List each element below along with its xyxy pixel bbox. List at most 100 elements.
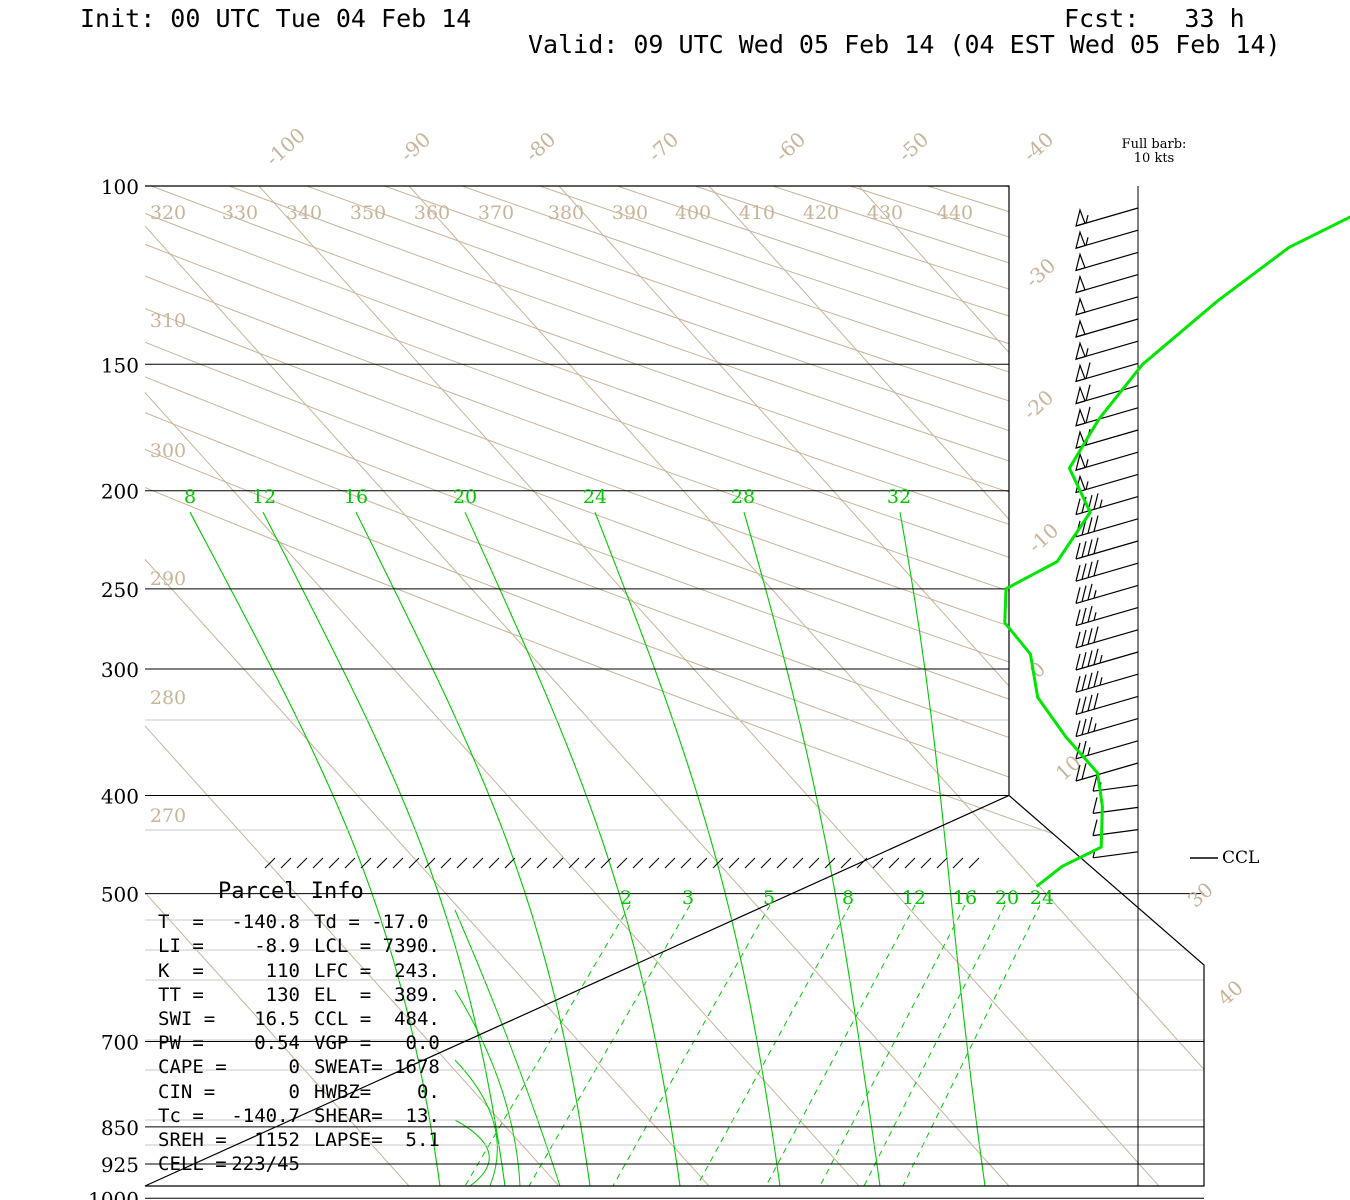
isotherm [258, 186, 1190, 1186]
parcel-row: SREH = 1152 LAPSE= 5.1 [158, 1128, 458, 1152]
barb-shaft [1075, 740, 1139, 760]
hatch-mark [328, 857, 340, 869]
pressure-label: 850 [101, 1116, 139, 1140]
dry-adiabat-label: 320 [150, 202, 186, 224]
isotherm-label: -30 [1020, 253, 1060, 292]
barb-full [1075, 565, 1081, 582]
barb-full [1092, 775, 1098, 792]
barb-full [1093, 537, 1099, 554]
barb-shaft [1075, 607, 1139, 627]
barb-legend: Full barb: 10 kts [1098, 138, 1210, 166]
mixing-ratio-label: 20 [995, 887, 1019, 909]
parcel-key: SREH = [158, 1129, 227, 1152]
barb-half [1099, 677, 1103, 686]
barb-full [1081, 696, 1087, 713]
moist-adiabat-label: 8 [184, 486, 196, 508]
moist-adiabat [454, 909, 561, 1186]
parcel-value2 [394, 934, 456, 958]
barb-pennant [1075, 230, 1086, 250]
hatch-mark [872, 857, 884, 869]
wind-barb [1075, 451, 1139, 472]
wind-barb [1075, 362, 1139, 383]
barb-half [1099, 499, 1103, 508]
parcel-value2 [394, 1055, 456, 1079]
parcel-value2 [394, 1080, 456, 1104]
barb-full [1092, 819, 1098, 836]
barb-full [1087, 628, 1093, 645]
parcel-key2: SWEAT= 1678 [314, 1056, 440, 1079]
parcel-row: K = 110 LFC = 243. [158, 959, 458, 983]
barb-full [1085, 406, 1091, 424]
hatch-mark [392, 857, 404, 869]
dry-adiabat-label: 280 [150, 687, 186, 709]
wind-barb [1075, 583, 1139, 604]
hatch-mark [360, 857, 372, 869]
dry-adiabat [1083, 186, 1204, 1186]
hatch-mark [808, 857, 820, 869]
wind-barb [1075, 648, 1139, 671]
barb-full [1085, 384, 1091, 401]
dry-adiabat [384, 186, 1204, 1186]
parcel-key2: VGP = 0.0 [314, 1032, 440, 1055]
hatch-mark [456, 857, 468, 869]
moist-adiabat [464, 511, 681, 1186]
parcel-value2 [394, 1128, 456, 1152]
barb-full [1075, 498, 1081, 515]
dry-adiabat [694, 186, 1204, 1186]
barb-shaft [1075, 518, 1139, 538]
hatch-mark [760, 857, 772, 869]
hatch-mark [664, 857, 676, 869]
mixing-ratio-line [765, 904, 916, 1186]
init-time: Init: 00 UTC Tue 04 Feb 14 [80, 4, 472, 33]
barb-full [1093, 648, 1099, 665]
barb-full [1075, 631, 1081, 648]
moist-adiabat-label: 20 [453, 486, 477, 508]
chart-frame [144, 185, 1205, 1187]
dry-adiabat [617, 186, 1204, 1186]
mixing-ratio-line [612, 904, 771, 1186]
barb-full [1087, 561, 1093, 578]
hatch-mark [968, 857, 980, 869]
wind-barb [1075, 428, 1139, 449]
mixing-ratio-label: 8 [842, 887, 854, 909]
wind-barb [1075, 229, 1139, 250]
barb-pennant [1075, 385, 1086, 405]
wind-barb [1075, 762, 1139, 782]
valid-time: Valid: 09 UTC Wed 05 Feb 14 (04 EST Wed … [528, 30, 1281, 59]
barb-full [1087, 694, 1093, 712]
isotherm [145, 186, 890, 1186]
isotherm [145, 186, 740, 1186]
hatch-mark [904, 857, 916, 869]
dry-adiabat [145, 186, 1204, 1186]
wind-barb [1075, 274, 1139, 294]
barb-half [1093, 590, 1097, 599]
mixing-ratio-line [902, 904, 1041, 1186]
parcel-info-panel: Parcel Info T = -140.8 Td = -17.0 LI = -8.9 L… [158, 879, 458, 1176]
barb-shaft [1075, 540, 1139, 560]
isotherm [1309, 186, 1350, 1200]
barb-full [1087, 605, 1093, 623]
isotherm-label: 0 [1025, 657, 1051, 683]
barb-full [1093, 559, 1099, 577]
mixing-ratio-line [528, 904, 691, 1186]
barb-full [1075, 542, 1081, 560]
parcel-key: CIN = [158, 1080, 216, 1103]
parcel-row: LI = -8.9 LCL = 7390. [158, 934, 458, 958]
isotherm-label: 40 [1213, 975, 1248, 1010]
wind-barb [1075, 296, 1139, 316]
parcel-value: 1152 [254, 1129, 300, 1152]
wind-barb [1092, 797, 1139, 814]
moist-adiabat-label: 12 [252, 486, 276, 508]
hatch-mark [472, 857, 484, 869]
barb-pennant [1075, 252, 1086, 272]
isotherm-label: -20 [1018, 385, 1058, 424]
wind-barb [1092, 819, 1139, 837]
barb-half [1085, 459, 1089, 468]
parcel-key: TT = [158, 983, 204, 1006]
dry-adiabat-label: 360 [414, 202, 450, 224]
hatch-mark [264, 857, 276, 869]
pressure-label: 400 [101, 784, 139, 808]
barb-shaft [1075, 496, 1139, 516]
hatch-mark [888, 857, 900, 869]
parcel-row: CAPE = 0 SWEAT= 1678 [158, 1055, 458, 1079]
